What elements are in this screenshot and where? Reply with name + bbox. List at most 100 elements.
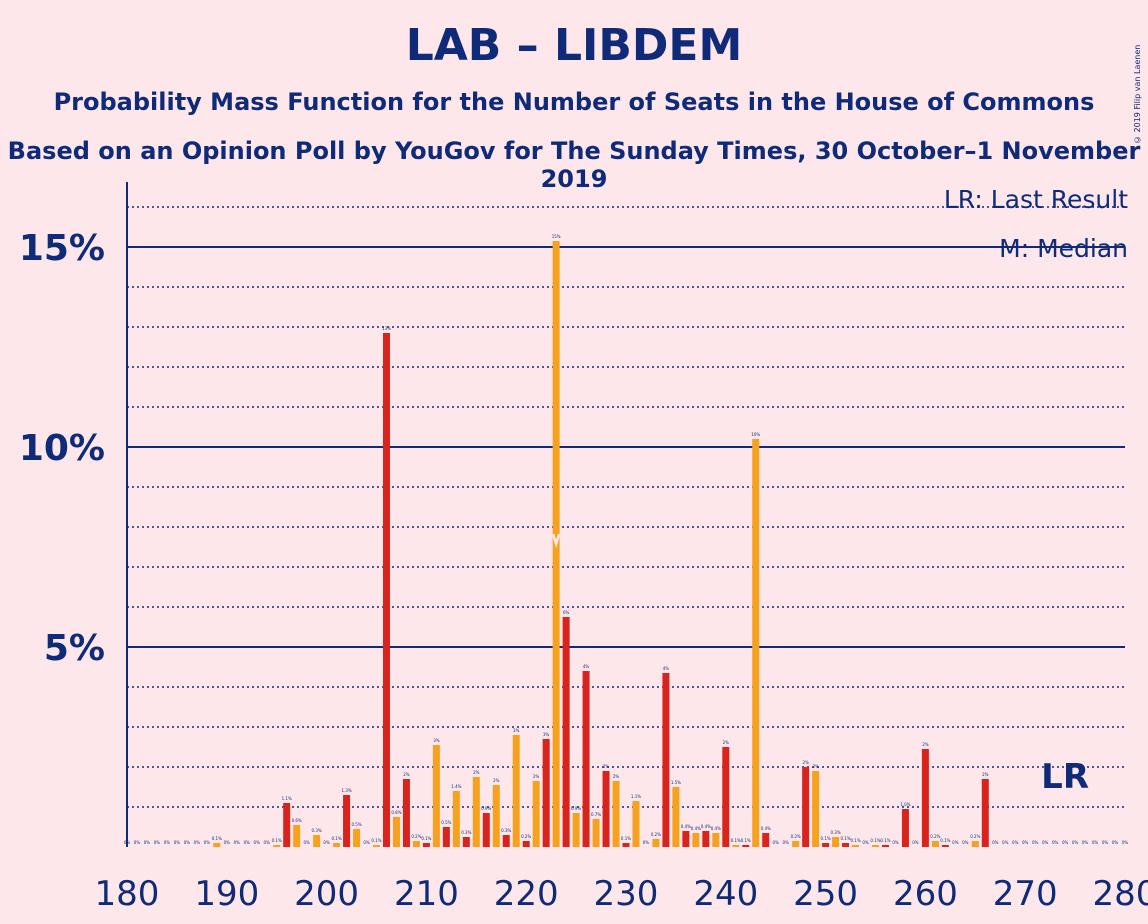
bar-seats-236 — [682, 831, 690, 847]
bar-seats-205 — [373, 845, 380, 847]
bar-seats-266 — [981, 779, 989, 847]
bar-label: 4% — [583, 664, 590, 669]
bar-label: 0.1% — [821, 836, 831, 841]
bar-label: 0% — [962, 840, 969, 845]
bar-label: 0% — [643, 840, 650, 845]
bar-seats-252 — [842, 843, 850, 847]
median-marker — [551, 533, 561, 549]
bar-label: 0% — [773, 840, 780, 845]
bar-label: 0% — [363, 840, 370, 845]
bar-label: 0% — [892, 840, 899, 845]
bar-label: 0.1% — [621, 836, 631, 841]
bar-seats-242 — [742, 845, 750, 847]
bar-seats-208 — [402, 779, 410, 847]
bar-seats-229 — [612, 781, 620, 847]
bar-seats-253 — [852, 845, 860, 847]
bar-label: 3% — [433, 738, 440, 743]
x-tick-label: 280 — [1093, 874, 1148, 914]
bar-seats-241 — [732, 845, 740, 847]
bar-seats-247 — [792, 841, 800, 847]
bar-label: 0% — [862, 840, 869, 845]
bar-label: 1.4% — [451, 784, 461, 789]
bar-label: 3% — [543, 732, 550, 737]
bar-label: 2% — [613, 774, 620, 779]
bar-label: 0% — [1092, 840, 1099, 845]
bar-seats-248 — [802, 767, 810, 847]
bar-seats-211 — [432, 745, 440, 847]
bar-label: 0.1% — [421, 836, 431, 841]
bar-label: 1.3% — [341, 788, 351, 793]
legend-median: M: Median — [999, 234, 1128, 263]
bar-label: 1.0% — [900, 802, 910, 807]
bar-label: 2% — [812, 764, 819, 769]
bar-label: 2% — [493, 778, 500, 783]
bar-label: 3% — [513, 728, 520, 733]
x-tick-label: 240 — [693, 874, 758, 914]
bar-seats-250 — [822, 843, 830, 847]
bar-label: 2% — [473, 770, 480, 775]
bar-label: 1.1% — [631, 794, 641, 799]
bar-seats-235 — [672, 787, 680, 847]
bar-label: 0% — [1062, 840, 1069, 845]
bar-label: 0.4% — [681, 824, 691, 829]
bar-label: 0.8% — [391, 810, 401, 815]
bar-label: 0% — [1002, 840, 1009, 845]
bar-label: 0.4% — [691, 826, 701, 831]
bar-label: 0.1% — [272, 838, 282, 843]
bar-label: 0% — [323, 840, 330, 845]
bar-label: 0.3% — [461, 830, 471, 835]
bar-seats-238 — [702, 831, 710, 847]
bar-label: 0% — [144, 840, 151, 845]
x-tick-label: 220 — [494, 874, 559, 914]
bar-seats-234 — [662, 673, 670, 847]
bar-label: 2% — [533, 774, 540, 779]
bar-label: 0.5% — [351, 822, 361, 827]
bar-seats-202 — [343, 795, 351, 847]
bar-label: 0.9% — [481, 806, 491, 811]
x-tick-label: 250 — [793, 874, 858, 914]
x-tick-label: 260 — [893, 874, 958, 914]
bar-label: 2% — [723, 740, 730, 745]
bar-seats-225 — [572, 813, 580, 847]
bar-seats-228 — [602, 771, 610, 847]
bar-seats-215 — [472, 777, 480, 847]
bar-seats-220 — [522, 841, 530, 847]
bar-seats-260 — [921, 749, 929, 847]
chart-subtitle: Probability Mass Function for the Number… — [53, 88, 1095, 116]
bar-label: 0.4% — [761, 826, 771, 831]
bar-label: 0.3% — [830, 830, 840, 835]
x-tick-label: 200 — [294, 874, 359, 914]
bar-label: 2% — [802, 760, 809, 765]
bar-label: 2% — [603, 764, 610, 769]
bar-label: 0.3% — [501, 828, 511, 833]
bar-seats-240 — [722, 747, 730, 847]
bar-label: 0.2% — [411, 834, 421, 839]
bar-label: 0.9% — [571, 806, 581, 811]
bar-label: 0% — [992, 840, 999, 845]
bar-label: 0% — [134, 840, 141, 845]
bar-label: 0.1% — [880, 838, 890, 843]
bar-label: 0.4% — [711, 826, 721, 831]
bar-seats-201 — [333, 843, 341, 847]
y-tick-label: 15% — [19, 228, 105, 269]
bar-label: 0.1% — [940, 838, 950, 843]
bar-label: 6% — [563, 610, 570, 615]
bar-seats-212 — [442, 827, 450, 847]
x-tick-label: 210 — [394, 874, 459, 914]
bar-seats-209 — [412, 841, 420, 847]
bar-label: 0.2% — [930, 834, 940, 839]
bar-seats-265 — [971, 841, 979, 847]
bar-seats-216 — [482, 813, 490, 847]
bar-seats-230 — [622, 843, 630, 847]
bar-label: 0.2% — [651, 832, 661, 837]
bar-label: 0% — [303, 840, 310, 845]
bar-label: 0.1% — [331, 836, 341, 841]
bar-label: 0% — [912, 840, 919, 845]
bar-seats-258 — [901, 809, 909, 847]
bar-seats-207 — [392, 817, 400, 847]
bar-label: 0% — [234, 840, 241, 845]
bar-seats-227 — [592, 819, 600, 847]
bar-label: 0.1% — [371, 838, 381, 843]
bar-label: 0.1% — [731, 838, 741, 843]
